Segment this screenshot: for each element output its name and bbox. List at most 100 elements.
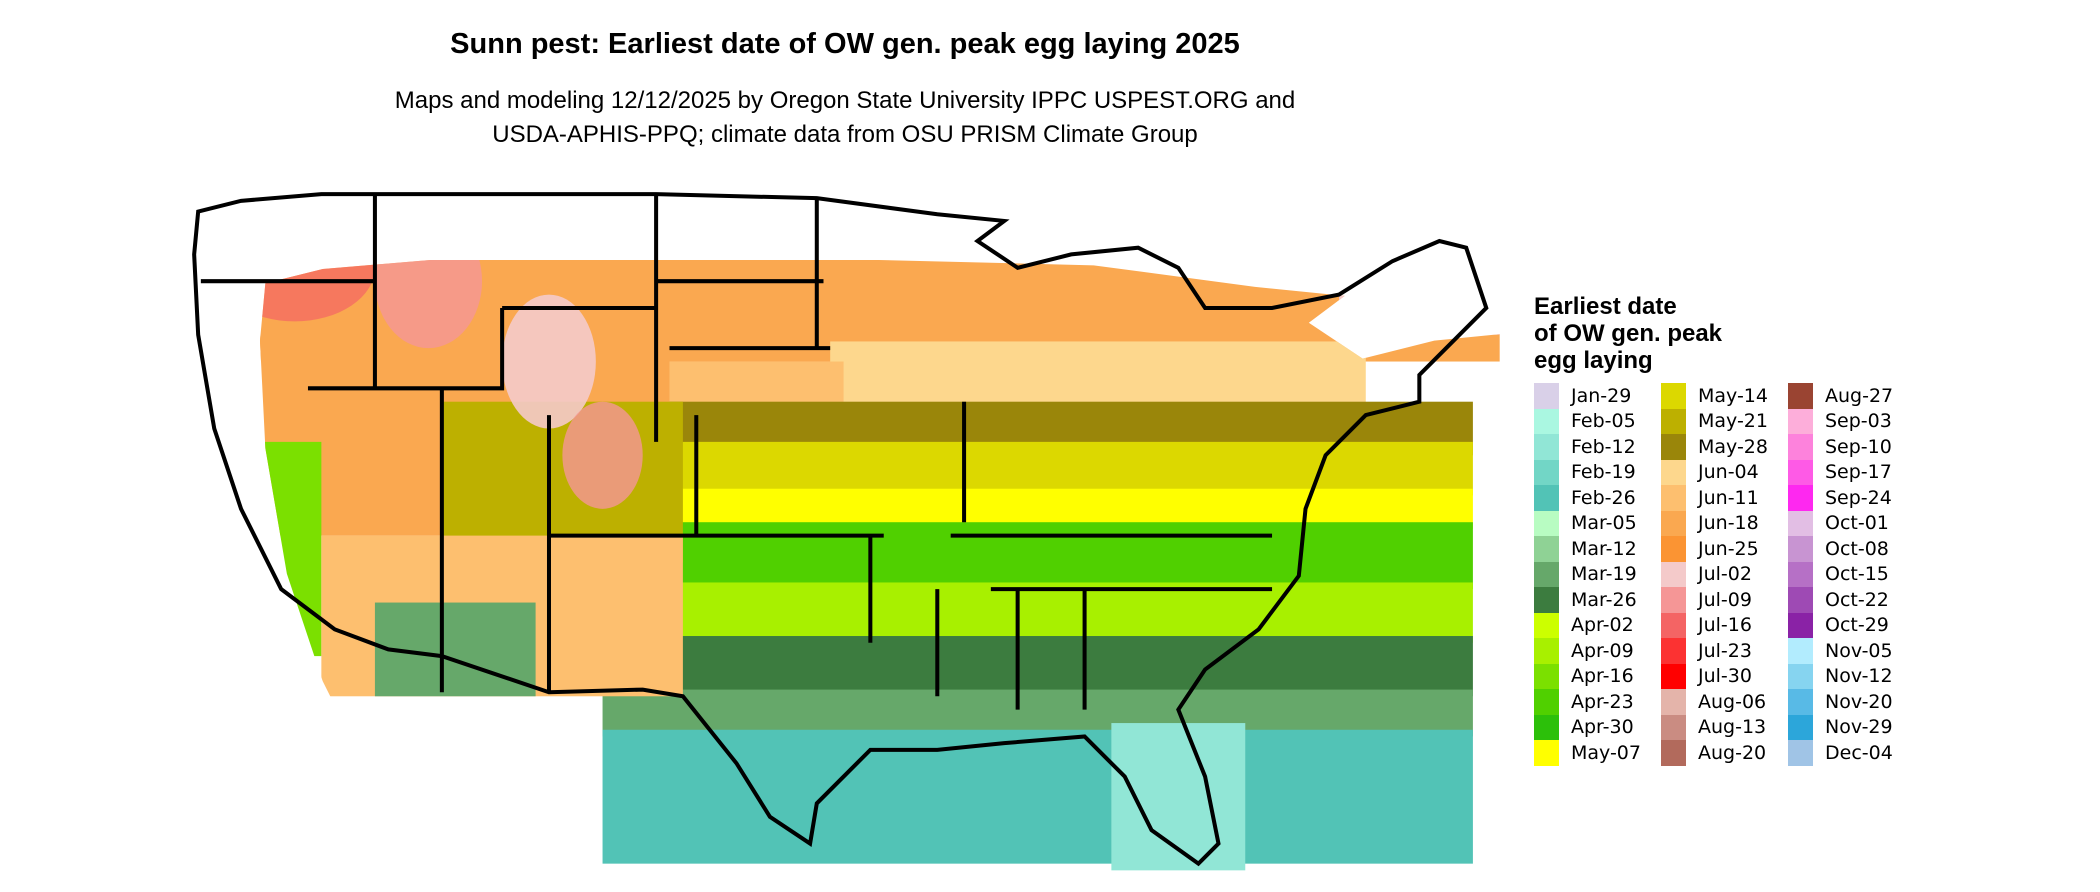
legend-label: May-07 xyxy=(1571,741,1641,764)
subtitle-line-2: USDA-APHIS-PPQ; climate data from OSU PR… xyxy=(492,121,1198,148)
legend-label: Feb-26 xyxy=(1571,486,1636,509)
legend-swatch xyxy=(1661,714,1686,740)
legend-swatch xyxy=(1534,536,1559,562)
legend-label: Oct-29 xyxy=(1825,614,1889,637)
legend-label: May-14 xyxy=(1698,384,1768,407)
legend-item: Mar-12 xyxy=(1534,536,1661,562)
legend-label: Sep-10 xyxy=(1825,435,1892,458)
legend-item: Feb-19 xyxy=(1534,459,1661,485)
legend-swatch xyxy=(1788,740,1813,766)
legend-swatch xyxy=(1661,434,1686,460)
legend-column: Jan-29 Feb-05 Feb-12 Feb-19 Feb-26 Mar-05 Mar-… xyxy=(1534,383,1661,766)
legend-swatch xyxy=(1534,689,1559,715)
legend-swatch xyxy=(1661,485,1686,511)
legend-swatch xyxy=(1788,714,1813,740)
legend-item: Jul-16 xyxy=(1661,612,1788,638)
legend-swatch xyxy=(1661,383,1686,409)
legend-item: May-07 xyxy=(1534,740,1661,766)
legend-label: Feb-12 xyxy=(1571,435,1636,458)
legend-label: Apr-16 xyxy=(1571,665,1634,688)
legend-item: Feb-05 xyxy=(1534,408,1661,434)
legend-item: Nov-20 xyxy=(1788,689,1915,715)
legend-item: Sep-17 xyxy=(1788,459,1915,485)
map-title: Sunn pest: Earliest date of OW gen. peak… xyxy=(450,28,1240,60)
legend-item: Apr-16 xyxy=(1534,663,1661,689)
legend-item: Jul-30 xyxy=(1661,663,1788,689)
legend-item: Feb-26 xyxy=(1534,485,1661,511)
legend-label: Sep-03 xyxy=(1825,410,1892,433)
subtitle-line-1: Maps and modeling 12/12/2025 by Oregon S… xyxy=(394,87,1296,114)
legend-column: May-14 May-21 May-28 Jun-04 Jun-11 Jun-18 Jun-… xyxy=(1661,383,1788,766)
legend-label: Apr-30 xyxy=(1571,716,1634,739)
legend-swatch xyxy=(1534,510,1559,536)
legend-label: Aug-13 xyxy=(1698,716,1767,739)
legend-swatch xyxy=(1534,434,1559,460)
legend-label: Aug-06 xyxy=(1698,690,1767,713)
legend-item: Apr-30 xyxy=(1534,714,1661,740)
legend-label: Mar-26 xyxy=(1571,588,1637,611)
legend-item: Mar-05 xyxy=(1534,510,1661,536)
legend-swatch xyxy=(1534,714,1559,740)
legend-label: Oct-08 xyxy=(1825,537,1889,560)
legend-swatch xyxy=(1534,561,1559,587)
legend-swatch xyxy=(1661,638,1686,664)
legend-swatch xyxy=(1661,612,1686,638)
legend-label: May-21 xyxy=(1698,410,1768,433)
legend-swatch xyxy=(1788,383,1813,409)
legend-label: Jul-09 xyxy=(1698,588,1752,611)
legend-label: Jul-30 xyxy=(1698,665,1752,688)
legend-swatch xyxy=(1661,587,1686,613)
legend: Earliest date of OW gen. peak egg laying… xyxy=(1534,293,1915,766)
legend-label: Oct-22 xyxy=(1825,588,1889,611)
legend-label: Sep-24 xyxy=(1825,486,1892,509)
legend-label: Sep-17 xyxy=(1825,461,1892,484)
legend-swatch xyxy=(1534,638,1559,664)
legend-columns: Jan-29 Feb-05 Feb-12 Feb-19 Feb-26 Mar-05 Mar-… xyxy=(1534,383,1915,766)
legend-item: Jul-23 xyxy=(1661,638,1788,664)
legend-swatch xyxy=(1661,510,1686,536)
legend-label: Oct-01 xyxy=(1825,512,1889,535)
legend-item: Feb-12 xyxy=(1534,434,1661,460)
legend-item: Apr-23 xyxy=(1534,689,1661,715)
legend-swatch xyxy=(1661,561,1686,587)
legend-swatch xyxy=(1788,587,1813,613)
legend-label: Apr-23 xyxy=(1571,690,1634,713)
legend-swatch xyxy=(1661,740,1686,766)
legend-label: Mar-12 xyxy=(1571,537,1637,560)
legend-label: Apr-09 xyxy=(1571,639,1634,662)
legend-label: Apr-02 xyxy=(1571,614,1634,637)
legend-swatch xyxy=(1534,485,1559,511)
legend-swatch xyxy=(1788,510,1813,536)
legend-label: Aug-20 xyxy=(1698,741,1767,764)
legend-swatch xyxy=(1534,663,1559,689)
legend-item: May-14 xyxy=(1661,383,1788,409)
legend-item: May-21 xyxy=(1661,408,1788,434)
legend-swatch xyxy=(1534,459,1559,485)
legend-item: Sep-03 xyxy=(1788,408,1915,434)
legend-label: Jul-16 xyxy=(1698,614,1752,637)
legend-item: Mar-19 xyxy=(1534,561,1661,587)
legend-item: Jul-09 xyxy=(1661,587,1788,613)
legend-item: Aug-27 xyxy=(1788,383,1915,409)
legend-swatch xyxy=(1661,663,1686,689)
legend-item: Sep-10 xyxy=(1788,434,1915,460)
legend-swatch xyxy=(1534,740,1559,766)
legend-item: Nov-29 xyxy=(1788,714,1915,740)
legend-label: Jun-18 xyxy=(1698,512,1759,535)
legend-column: Aug-27 Sep-03 Sep-10 Sep-17 Sep-24 Oct-01 Oct-… xyxy=(1788,383,1915,766)
legend-label: Jul-02 xyxy=(1698,563,1752,586)
legend-item: Oct-08 xyxy=(1788,536,1915,562)
legend-item: Aug-06 xyxy=(1661,689,1788,715)
legend-swatch xyxy=(1788,638,1813,664)
legend-swatch xyxy=(1788,459,1813,485)
legend-item: Nov-05 xyxy=(1788,638,1915,664)
legend-label: Jun-04 xyxy=(1698,461,1759,484)
state-borders xyxy=(192,192,1489,867)
legend-item: Jul-02 xyxy=(1661,561,1788,587)
legend-label: Feb-19 xyxy=(1571,461,1636,484)
legend-item: Nov-12 xyxy=(1788,663,1915,689)
legend-item: Mar-26 xyxy=(1534,587,1661,613)
legend-label: Jan-29 xyxy=(1571,384,1632,407)
legend-item: Apr-02 xyxy=(1534,612,1661,638)
legend-swatch xyxy=(1788,612,1813,638)
